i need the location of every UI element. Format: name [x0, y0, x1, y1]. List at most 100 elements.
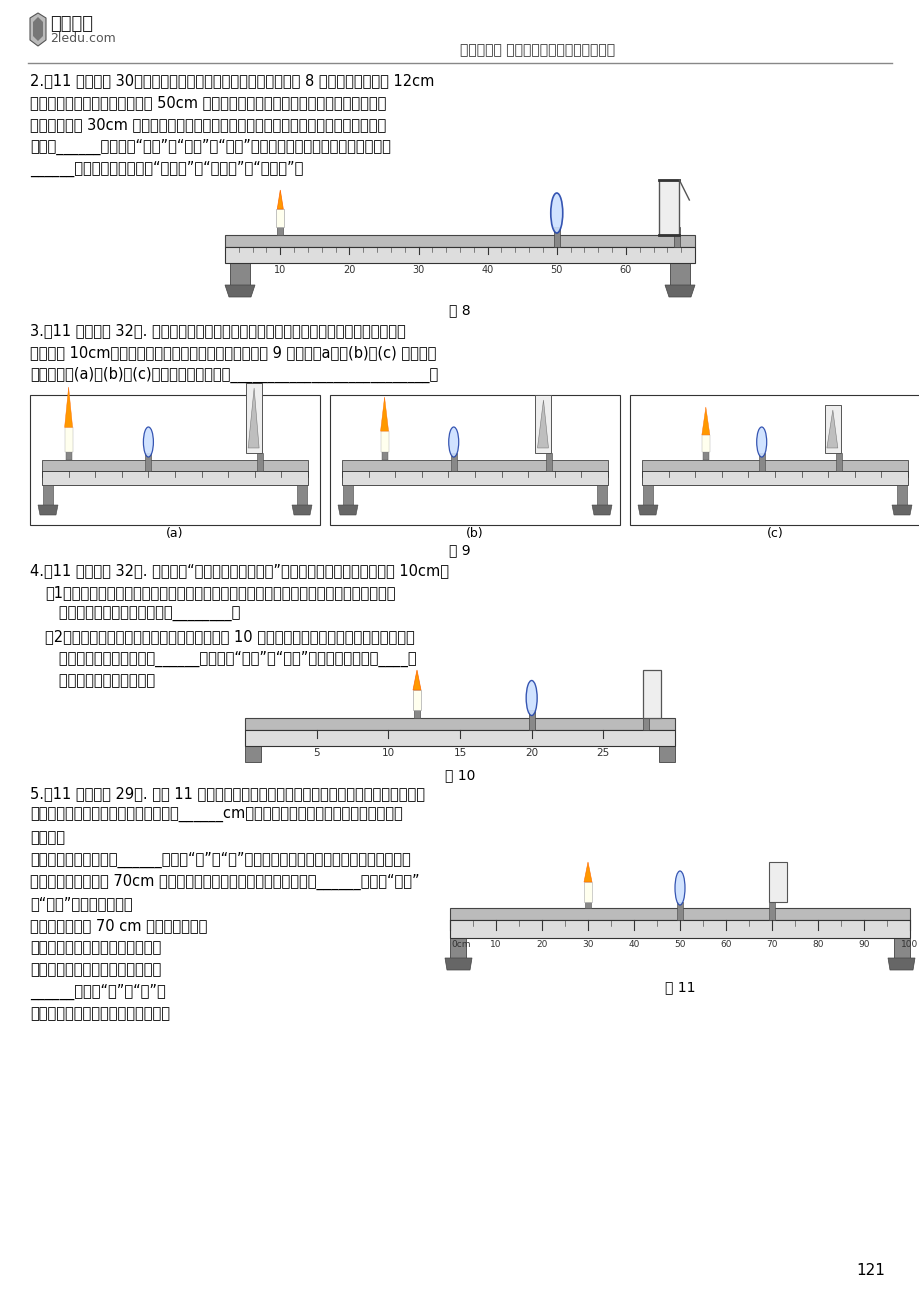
Polygon shape — [591, 505, 611, 516]
Bar — [584, 902, 590, 907]
Text: 学大教育: 学大教育 — [50, 16, 93, 33]
Bar — [658, 730, 675, 762]
Text: 4.（11 大兴一模 32）. 小明在做“探究凸透镜成像规律”的实验时，所用凸透镜焦距为 10cm。: 4.（11 大兴一模 32）. 小明在做“探究凸透镜成像规律”的实验时，所用凸透… — [30, 562, 448, 578]
Polygon shape — [248, 388, 259, 448]
Text: 操作二：将光屏移到 70cm 刷线位置，再移动蜡烛，可在光屏上得到______（选填“放大”: 操作二：将光屏移到 70cm 刷线位置，再移动蜡烛，可在光屏上得到______（… — [30, 874, 419, 891]
Text: 10: 10 — [381, 749, 394, 758]
Bar — [42, 471, 308, 486]
Bar — [277, 227, 283, 234]
Bar — [553, 227, 559, 247]
Bar — [642, 486, 652, 505]
Bar — [676, 902, 682, 921]
Text: 10: 10 — [490, 940, 501, 949]
Bar — [225, 234, 694, 247]
Polygon shape — [826, 410, 837, 448]
Polygon shape — [637, 505, 657, 516]
Bar — [43, 486, 53, 505]
Text: 图 9: 图 9 — [448, 543, 471, 557]
Text: 倒立、______（选填：“放大”、“缩小”或“等大”）的实像。此时的实验现象可以说明: 倒立、______（选填：“放大”、“缩小”或“等大”）的实像。此时的实验现象可… — [30, 139, 391, 155]
Ellipse shape — [526, 681, 537, 716]
Bar — [630, 395, 919, 525]
Text: 的凸透镜固定在光具座上，位于 50cm 刷线处，光屏和点燃的蜡烛位于凸透镜两侧。小: 的凸透镜固定在光具座上，位于 50cm 刷线处，光屏和点燃的蜡烛位于凸透镜两侧。… — [30, 95, 386, 109]
Text: 30: 30 — [412, 266, 425, 275]
Ellipse shape — [675, 871, 685, 905]
Polygon shape — [413, 671, 421, 690]
Bar — [145, 453, 152, 471]
Text: ______的成像特点。（选填“照相机”、“幻灯机”或“放大镜”）: ______的成像特点。（选填“照相机”、“幻灯机”或“放大镜”） — [30, 161, 303, 177]
Text: 80: 80 — [811, 940, 823, 949]
Bar — [42, 460, 308, 471]
Bar — [768, 902, 774, 921]
Text: 晰的像，这个像是倒立、______的像（填“放大”或“缩小”）。生活中常用的____就: 晰的像，这个像是倒立、______的像（填“放大”或“缩小”）。生活中常用的__… — [45, 651, 416, 667]
Text: 5: 5 — [313, 749, 320, 758]
Bar — [546, 453, 552, 471]
Text: 15: 15 — [453, 749, 466, 758]
Text: （2）实验过程中，当蜡烛与凸透镜的距离如图 10 所示时，移动光屏，在光屏上可得一个清: （2）实验过程中，当蜡烛与凸透镜的距离如图 10 所示时，移动光屏，在光屏上可得… — [45, 629, 414, 644]
Polygon shape — [887, 958, 914, 970]
Text: 或“缩小”）的清晰实像。: 或“缩小”）的清晰实像。 — [30, 896, 132, 911]
Bar — [246, 383, 262, 453]
Text: 后在蜡烛与凸透镜之间合适位置放: 后在蜡烛与凸透镜之间合适位置放 — [30, 962, 161, 976]
Text: 图 11: 图 11 — [664, 980, 695, 993]
Text: 透镜，在光屏上仍能得到清晰实像。: 透镜，在光屏上仍能得到清晰实像。 — [30, 1006, 170, 1021]
Bar — [641, 471, 907, 486]
Bar — [641, 460, 907, 471]
Bar — [449, 921, 909, 937]
Bar — [342, 460, 607, 471]
Bar — [449, 921, 466, 958]
Text: 50: 50 — [550, 266, 562, 275]
Bar — [824, 405, 840, 453]
Text: 她们的中心与蜡烛中心大致在________。: 她们的中心与蜡烛中心大致在________。 — [45, 607, 240, 622]
Text: (a): (a) — [166, 527, 184, 540]
Bar — [343, 486, 353, 505]
Polygon shape — [30, 13, 46, 46]
Polygon shape — [291, 505, 312, 516]
Text: 操作三：光屏在 70 cm 刷线位置不动，: 操作三：光屏在 70 cm 刷线位置不动， — [30, 918, 207, 934]
Bar — [65, 452, 72, 460]
Bar — [584, 881, 591, 902]
Text: 2.（11 昌平一模 30）小英探究凸透镜成像规律的实验装置如图 8 所示，其中焦距为 12cm: 2.（11 昌平一模 30）小英探究凸透镜成像规律的实验装置如图 8 所示，其中… — [30, 73, 434, 89]
Text: 是利用这个原理制成的。: 是利用这个原理制成的。 — [45, 673, 155, 687]
Polygon shape — [33, 17, 43, 40]
Polygon shape — [445, 958, 471, 970]
Bar — [768, 862, 786, 902]
Bar — [414, 710, 420, 717]
Ellipse shape — [448, 427, 459, 457]
Bar — [702, 452, 708, 460]
Polygon shape — [584, 862, 591, 881]
Bar — [535, 395, 550, 453]
Bar — [449, 907, 909, 921]
Text: 10: 10 — [274, 266, 286, 275]
Text: 过比较图的(a)、(b)和(c)可得的初步结论是：___________________________。: 过比较图的(a)、(b)和(c)可得的初步结论是：_______________… — [30, 367, 437, 383]
Bar — [256, 453, 263, 471]
Text: 90: 90 — [857, 940, 868, 949]
Bar — [276, 210, 284, 227]
Bar — [244, 730, 675, 746]
Bar — [342, 471, 607, 486]
Text: ______（选填“凸”或“凹”）: ______（选填“凸”或“凹”） — [30, 984, 165, 1000]
Text: 操作一：将蜡烛适当向______（选填“左”或“右”）移动，再移动光屏得到放大的清晰实像。: 操作一：将蜡烛适当向______（选填“左”或“右”）移动，再移动光屏得到放大的… — [30, 852, 410, 868]
Polygon shape — [664, 285, 694, 297]
Text: (b): (b) — [466, 527, 483, 540]
Text: 0cm: 0cm — [450, 940, 470, 949]
Text: 20: 20 — [536, 940, 547, 949]
Polygon shape — [277, 190, 283, 210]
Text: 2ledu.com: 2ledu.com — [50, 33, 116, 46]
Text: 3.（11 朝阳一模 32）. 某同学在研究凸透镜成像大小变化规律时，将物体放在同一凸透镜: 3.（11 朝阳一模 32）. 某同学在研究凸透镜成像大小变化规律时，将物体放在… — [30, 323, 405, 339]
Text: 30: 30 — [582, 940, 593, 949]
Bar — [758, 453, 764, 471]
Text: （1）把蜡烛、凸透镜、光屏依次放在光具座上，点燃蜡烛，调节凸透镜和光屏的高度，使: （1）把蜡烛、凸透镜、光屏依次放在光具座上，点燃蜡烛，调节凸透镜和光屏的高度，使 — [45, 585, 395, 600]
Bar — [64, 427, 73, 452]
Bar — [642, 671, 661, 717]
Polygon shape — [891, 505, 911, 516]
Text: 100: 100 — [901, 940, 918, 949]
Polygon shape — [38, 505, 58, 516]
Text: （焦距为 10cm）前的不同位置上，得到的实验现象如图 9 所示的（a）、(b)、(c) 三图。通: （焦距为 10cm）前的不同位置上，得到的实验现象如图 9 所示的（a）、(b)… — [30, 345, 436, 359]
Polygon shape — [537, 400, 548, 448]
Text: 25: 25 — [596, 749, 609, 758]
Polygon shape — [337, 505, 357, 516]
Text: 121: 121 — [856, 1263, 884, 1279]
Bar — [674, 227, 680, 247]
Ellipse shape — [550, 193, 562, 233]
Text: 60: 60 — [720, 940, 731, 949]
